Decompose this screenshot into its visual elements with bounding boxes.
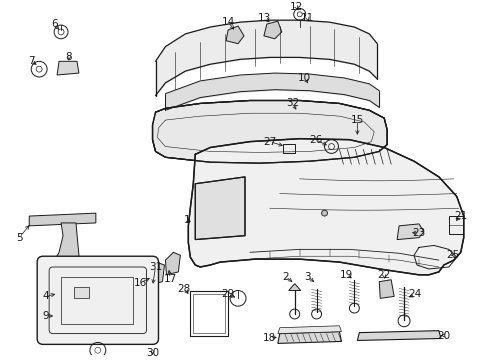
Bar xyxy=(448,216,462,234)
Polygon shape xyxy=(379,280,393,298)
Text: 17: 17 xyxy=(163,274,177,284)
Polygon shape xyxy=(148,262,164,285)
Polygon shape xyxy=(288,284,300,291)
Polygon shape xyxy=(57,61,79,75)
Text: 5: 5 xyxy=(16,233,22,243)
Circle shape xyxy=(321,210,327,216)
Text: 3: 3 xyxy=(304,272,310,282)
Text: 9: 9 xyxy=(43,311,49,321)
Polygon shape xyxy=(277,332,341,343)
Text: 18: 18 xyxy=(263,333,276,342)
Text: 28: 28 xyxy=(177,284,191,293)
Text: 7: 7 xyxy=(28,56,35,66)
Text: 20: 20 xyxy=(436,330,449,341)
Text: 23: 23 xyxy=(411,228,425,238)
Text: 14: 14 xyxy=(221,17,234,27)
Text: 27: 27 xyxy=(263,137,276,147)
Text: 4: 4 xyxy=(43,291,49,301)
Polygon shape xyxy=(29,213,96,226)
Text: 15: 15 xyxy=(350,115,363,125)
Polygon shape xyxy=(152,100,386,163)
Polygon shape xyxy=(51,223,81,287)
Text: 19: 19 xyxy=(339,270,352,280)
Text: 22: 22 xyxy=(377,270,390,280)
Text: 21: 21 xyxy=(453,211,467,221)
Text: 12: 12 xyxy=(289,3,303,13)
Text: 10: 10 xyxy=(298,73,310,83)
Polygon shape xyxy=(357,331,440,341)
Bar xyxy=(193,294,224,333)
Text: 31: 31 xyxy=(148,262,162,272)
Bar xyxy=(282,144,294,153)
Text: 25: 25 xyxy=(445,250,459,260)
Text: 2: 2 xyxy=(282,272,288,282)
Polygon shape xyxy=(225,26,244,44)
Polygon shape xyxy=(264,21,281,39)
Bar xyxy=(190,292,227,336)
Polygon shape xyxy=(396,224,423,239)
Text: 1: 1 xyxy=(183,215,190,225)
Text: 13: 13 xyxy=(258,13,271,23)
Text: 11: 11 xyxy=(301,13,314,23)
Text: 29: 29 xyxy=(221,289,234,300)
FancyBboxPatch shape xyxy=(37,256,158,345)
Polygon shape xyxy=(165,252,180,275)
Polygon shape xyxy=(277,326,341,334)
Bar xyxy=(56,289,70,301)
Text: 24: 24 xyxy=(407,289,421,300)
Text: 6: 6 xyxy=(51,19,57,29)
Text: 8: 8 xyxy=(65,53,72,62)
Text: 30: 30 xyxy=(145,348,159,358)
Text: 16: 16 xyxy=(134,278,147,288)
Bar xyxy=(61,277,132,324)
Polygon shape xyxy=(188,139,463,275)
Text: 26: 26 xyxy=(308,135,322,145)
Text: 32: 32 xyxy=(285,98,299,108)
Bar xyxy=(55,312,67,322)
Polygon shape xyxy=(195,177,244,239)
Bar xyxy=(74,287,89,298)
